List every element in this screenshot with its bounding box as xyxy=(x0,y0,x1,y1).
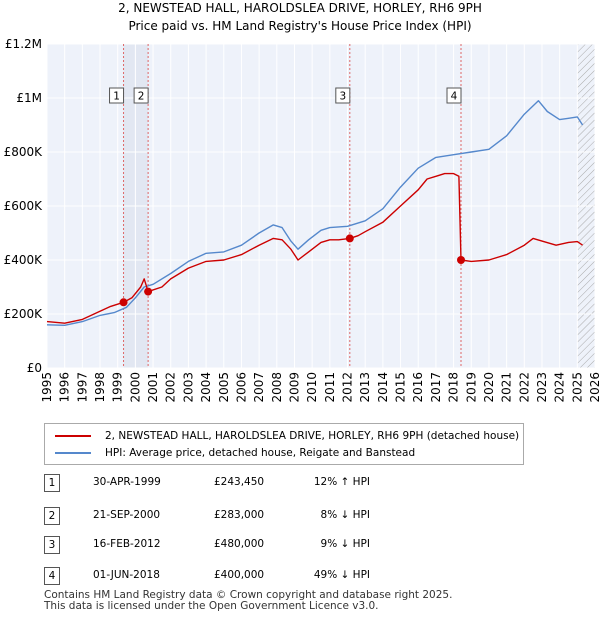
legend-label-hpi: HPI: Average price, detached house, Reig… xyxy=(105,447,416,459)
x-tick-label: 2026 xyxy=(588,372,600,403)
sale-hpi-change: 8% ↓ HPI xyxy=(320,509,370,521)
x-tick-label: 2016 xyxy=(411,372,425,403)
x-tick-label: 2017 xyxy=(429,372,443,403)
sale-hpi-change: 49% ↓ HPI xyxy=(313,569,370,581)
x-tick-label: 2004 xyxy=(199,372,213,403)
sale-label-box xyxy=(446,87,462,104)
table-row: 1 30-APR-1999 £243,450 12% ↑ HPI xyxy=(0,474,600,494)
table-row: 2 21-SEP-2000 £283,000 8% ↓ HPI xyxy=(0,507,600,527)
sale-label: 2 xyxy=(138,91,145,103)
sale-date: 30-APR-1999 xyxy=(93,476,161,488)
y-tick-label: £1.2M xyxy=(5,37,42,51)
x-tick-label: 2019 xyxy=(464,372,478,403)
legend-item-hpi: HPI: Average price, detached house, Reig… xyxy=(55,445,415,461)
x-tick-label: 2001 xyxy=(146,372,160,403)
y-tick-label: £600K xyxy=(4,199,44,213)
sale-label: 1 xyxy=(113,91,120,103)
x-tick-label: 2002 xyxy=(164,372,178,403)
x-tick-label: 2020 xyxy=(482,372,496,403)
chart-title: 2, NEWSTEAD HALL, HAROLDSLEA DRIVE, HORL… xyxy=(118,1,482,15)
x-tick-label: 2003 xyxy=(181,372,195,403)
x-tick-label: 2021 xyxy=(500,372,514,403)
sale-date: 16-FEB-2012 xyxy=(93,538,161,550)
sale-number-badge: 1 xyxy=(44,474,60,492)
y-tick-label: £800K xyxy=(4,145,44,159)
x-tick-label: 2014 xyxy=(376,372,390,403)
sale-label-box xyxy=(109,87,125,104)
x-tick-label: 1998 xyxy=(93,372,107,403)
sale-date: 01-JUN-2018 xyxy=(93,569,160,581)
sale-hpi-change: 12% ↑ HPI xyxy=(313,476,370,488)
sale-label-box xyxy=(133,87,149,104)
x-tick-label: 2015 xyxy=(394,372,408,403)
x-tick-label: 2025 xyxy=(570,372,584,403)
sale-number-badge: 2 xyxy=(44,507,60,525)
price-chart: 2, NEWSTEAD HALL, HAROLDSLEA DRIVE, HORL… xyxy=(4,1,600,403)
sale-price: £243,450 xyxy=(214,476,265,488)
sale-point xyxy=(144,287,153,296)
x-tick-label: 2008 xyxy=(270,372,284,403)
sale-price: £480,000 xyxy=(214,538,265,550)
x-tick-label: 1997 xyxy=(75,372,89,403)
sale-price: £283,000 xyxy=(214,509,265,521)
x-tick-label: 2013 xyxy=(358,372,372,403)
x-tick-label: 2024 xyxy=(553,372,567,403)
x-tick-label: 2009 xyxy=(287,372,301,403)
legend-label-property: 2, NEWSTEAD HALL, HAROLDSLEA DRIVE, HORL… xyxy=(105,430,520,442)
x-tick-label: 2005 xyxy=(217,372,231,403)
x-tick-label: 1999 xyxy=(111,372,125,403)
y-tick-label: £400K xyxy=(4,253,44,267)
x-tick-label: 2006 xyxy=(234,372,248,403)
y-tick-label: £0 xyxy=(27,361,42,375)
x-tick-label: 2007 xyxy=(252,372,266,403)
table-row: 4 01-JUN-2018 £400,000 49% ↓ HPI xyxy=(0,567,600,587)
x-tick-label: 2010 xyxy=(305,372,319,403)
sale-number-badge: 4 xyxy=(44,567,60,585)
sale-label-box xyxy=(335,87,351,104)
legend: 2, NEWSTEAD HALL, HAROLDSLEA DRIVE, HORL… xyxy=(44,423,524,465)
sale-point xyxy=(119,298,128,307)
sale-date: 21-SEP-2000 xyxy=(93,509,161,521)
legend-swatch-hpi xyxy=(55,452,91,454)
legend-swatch-property xyxy=(55,435,91,437)
x-tick-label: 2012 xyxy=(341,372,355,403)
x-tick-label: 1996 xyxy=(58,372,72,403)
x-tick-label: 2022 xyxy=(517,372,531,403)
sale-point xyxy=(457,256,466,264)
sale-price: £400,000 xyxy=(214,569,265,581)
sale-label: 3 xyxy=(339,91,346,103)
sale-hpi-change: 9% ↓ HPI xyxy=(320,538,370,550)
sale-label: 4 xyxy=(451,91,458,103)
footer-licence: This data is licensed under the Open Gov… xyxy=(44,600,379,612)
y-tick-label: £1M xyxy=(16,91,42,105)
x-tick-label: 2023 xyxy=(535,372,549,403)
sale-number-badge: 3 xyxy=(44,536,60,554)
legend-item-property: 2, NEWSTEAD HALL, HAROLDSLEA DRIVE, HORL… xyxy=(55,428,519,444)
x-tick-label: 2000 xyxy=(128,372,142,403)
x-tick-label: 2018 xyxy=(447,372,461,403)
x-tick-label: 2011 xyxy=(323,372,337,403)
hpi-line xyxy=(46,100,584,326)
table-row: 3 16-FEB-2012 £480,000 9% ↓ HPI xyxy=(0,536,600,556)
x-tick-label: 1995 xyxy=(40,372,54,403)
footer-copyright: Contains HM Land Registry data © Crown c… xyxy=(44,589,453,601)
property-price-line xyxy=(46,172,583,324)
footer-attribution: Contains HM Land Registry data © Crown c… xyxy=(44,590,452,612)
y-tick-label: £200K xyxy=(4,307,44,321)
sale-point xyxy=(345,234,354,243)
chart-subtitle: Price paid vs. HM Land Registry's House … xyxy=(128,19,471,33)
